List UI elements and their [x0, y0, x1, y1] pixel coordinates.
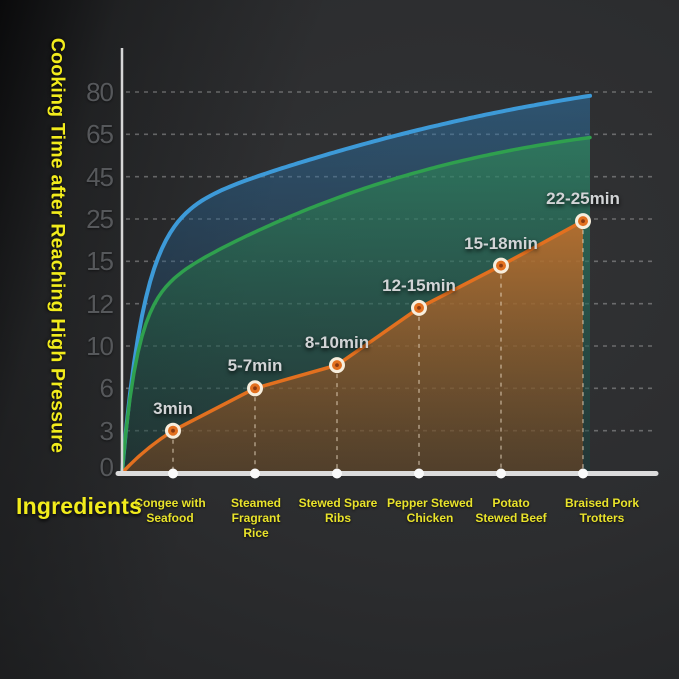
- point-value-label: 3min: [153, 398, 193, 418]
- point-value-label: 5-7min: [227, 356, 283, 376]
- y-tick-label: 3: [99, 415, 114, 446]
- point-value-label: 15-18min: [464, 233, 538, 253]
- y-axis-title: Cooking Time after Reaching High Pressur…: [46, 37, 69, 454]
- x-axis-title: Ingredients: [16, 493, 143, 519]
- category-label: Congee with Seafood: [134, 496, 206, 525]
- y-tick-label: 25: [86, 204, 114, 234]
- y-tick-label: 0: [99, 452, 114, 482]
- point-value-label: 8-10min: [304, 333, 370, 353]
- y-tick-label: 10: [86, 331, 114, 361]
- y-tick-label: 15: [86, 246, 114, 277]
- category-label: Braised Pork Trotters: [564, 496, 640, 525]
- point-value-label: 12-15min: [382, 275, 456, 295]
- category-label: Stewed Spare Ribs: [298, 496, 378, 525]
- point-value-label: 22-25min: [546, 189, 620, 209]
- y-tick-label: 65: [86, 119, 114, 150]
- category-label: Pepper Stewed Chicken: [386, 496, 474, 525]
- category-label: Potato Stewed Beef: [475, 496, 547, 525]
- y-tick-label: 6: [99, 373, 114, 404]
- y-tick-label: 12: [86, 288, 114, 319]
- y-tick-label: 45: [86, 161, 114, 192]
- y-tick-label: 80: [86, 77, 114, 107]
- category-label: Steamed Fragrant Rice: [230, 496, 282, 540]
